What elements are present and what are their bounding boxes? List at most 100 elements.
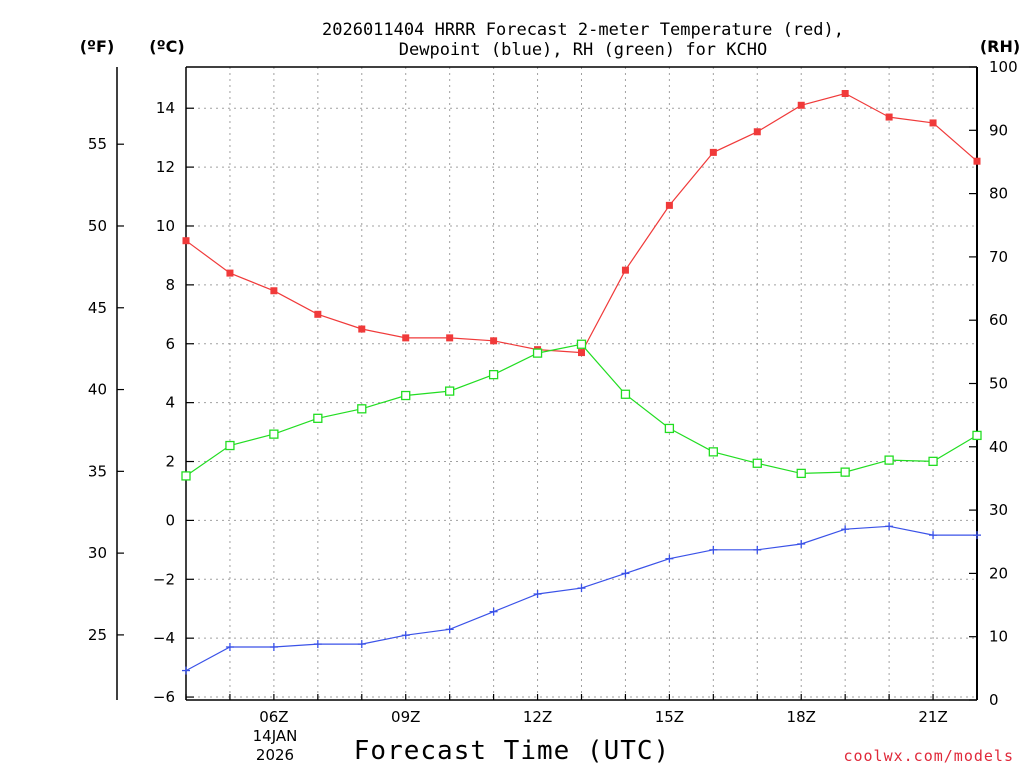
fahrenheit-tick-label: 35 — [88, 462, 107, 480]
2-meter-temperature-point — [446, 334, 454, 342]
2-meter-temperature-point — [358, 325, 366, 333]
rh-tick-label: 50 — [989, 375, 1008, 393]
dewpoint-point — [533, 590, 542, 599]
rh-tick-label: 100 — [989, 58, 1018, 76]
rh-point — [532, 348, 543, 358]
chart-title-line2: Dewpoint (blue), RH (green) for KCHO — [399, 40, 767, 60]
2-meter-temperature-point — [709, 148, 717, 156]
fahrenheit-tick-label: 50 — [88, 217, 107, 235]
celsius-tick-label: 10 — [156, 217, 175, 235]
fahrenheit-tick-label: 40 — [88, 381, 107, 399]
rh-point — [708, 447, 718, 457]
rh-point — [796, 468, 806, 479]
celsius-unit-label: (ºC) — [149, 37, 184, 56]
2-meter-temperature-point — [270, 287, 278, 295]
2-meter-temperature-point — [797, 101, 805, 109]
rh-point — [357, 404, 367, 414]
celsius-tick-label: 2 — [165, 453, 175, 471]
2-meter-temperature-point — [885, 113, 893, 121]
2-meter-temperature-point — [929, 119, 937, 127]
2-meter-temperature-point — [490, 337, 498, 345]
rh-tick-label: 30 — [989, 501, 1008, 519]
data-series — [181, 89, 982, 675]
dewpoint-point — [269, 643, 278, 652]
celsius-tick-label: 6 — [165, 335, 175, 353]
source-credit: coolwx.com/models — [843, 747, 1014, 765]
time-tick-label: 15Z — [655, 708, 684, 726]
dewpoint-point — [973, 531, 981, 540]
fahrenheit-unit-label: (ºF) — [80, 37, 115, 56]
fahrenheit-axis: 55 50 45 40 35 30 25 — [88, 67, 124, 700]
time-tick-label: 09Z — [391, 708, 420, 726]
celsius-axis: 14 12 10 8 6 4 2 0 −2 −4 −6 — [153, 99, 194, 706]
time-tick-label: 18Z — [787, 708, 816, 726]
dewpoint-point — [489, 607, 498, 616]
2-meter-temperature-point — [753, 128, 761, 136]
2-meter-temperature-point — [226, 269, 234, 277]
2-meter-temperature-point — [665, 201, 673, 209]
time-tick-label: 21Z — [918, 708, 947, 726]
rh-tick-label: 80 — [989, 185, 1008, 203]
rh-point — [620, 389, 631, 399]
fahrenheit-tick-label: 55 — [88, 135, 107, 153]
dewpoint-point — [357, 640, 366, 649]
rh-point — [445, 386, 455, 396]
rh-point — [840, 467, 850, 477]
rh-point — [225, 440, 235, 451]
time-axis: 06Z 09Z 12Z 15Z 18Z 21Z — [185, 694, 978, 726]
dewpoint-point — [885, 522, 894, 531]
plot-frame — [185, 66, 978, 701]
fahrenheit-tick-label: 30 — [88, 544, 107, 562]
rh-tick-label: 10 — [989, 628, 1008, 646]
dewpoint-point — [313, 640, 322, 649]
dewpoint-point — [929, 531, 938, 540]
dewpoint-point — [577, 584, 586, 593]
celsius-tick-label: −2 — [153, 570, 175, 588]
dewpoint-point — [753, 545, 762, 554]
rh-point — [181, 471, 191, 481]
celsius-tick-label: 14 — [156, 99, 175, 117]
rh-point — [752, 458, 762, 468]
rh-tick-label: 20 — [989, 564, 1008, 582]
rh-tick-label: 60 — [989, 311, 1008, 329]
dewpoint-point — [621, 569, 630, 578]
time-tick-label: 12Z — [523, 708, 552, 726]
2-meter-temperature-point — [621, 266, 629, 274]
rh-unit-label: (RH) — [980, 37, 1020, 56]
dewpoint-point — [709, 545, 718, 554]
celsius-tick-label: 4 — [165, 394, 175, 412]
2-meter-temperature-point — [182, 237, 190, 245]
dewpoint-point — [665, 554, 674, 563]
2-meter-temperature-point — [314, 310, 322, 318]
rh-point — [401, 390, 411, 401]
date-label-year: 2026 — [256, 746, 294, 764]
rh-tick-label: 0 — [989, 691, 999, 709]
celsius-tick-label: −6 — [153, 688, 175, 706]
dewpoint-point — [182, 666, 190, 675]
dewpoint-point — [841, 525, 850, 534]
celsius-tick-label: −4 — [153, 629, 175, 647]
rh-point — [928, 456, 938, 467]
celsius-tick-label: 8 — [165, 276, 175, 294]
celsius-tick-label: 12 — [156, 158, 175, 176]
rh-point — [269, 429, 279, 439]
rh-tick-label: 90 — [989, 121, 1008, 139]
dewpoint-point — [445, 625, 454, 634]
fahrenheit-tick-label: 45 — [88, 299, 107, 317]
time-tick-label: 06Z — [259, 708, 288, 726]
2-meter-temperature-point — [973, 157, 981, 165]
dewpoint-point — [401, 631, 410, 640]
rh-point — [664, 423, 675, 434]
2-meter-temperature-point — [402, 334, 410, 342]
rh-point — [576, 339, 587, 349]
dewpoint-point — [225, 643, 234, 652]
rh-point — [488, 369, 499, 380]
fahrenheit-tick-label: 25 — [88, 626, 107, 644]
chart-title-line1: 2026011404 HRRR Forecast 2-meter Tempera… — [322, 20, 844, 40]
rh-tick-label: 70 — [989, 248, 1008, 266]
rh-point — [313, 413, 323, 423]
rh-point — [884, 455, 894, 465]
dewpoint-point — [797, 539, 806, 548]
